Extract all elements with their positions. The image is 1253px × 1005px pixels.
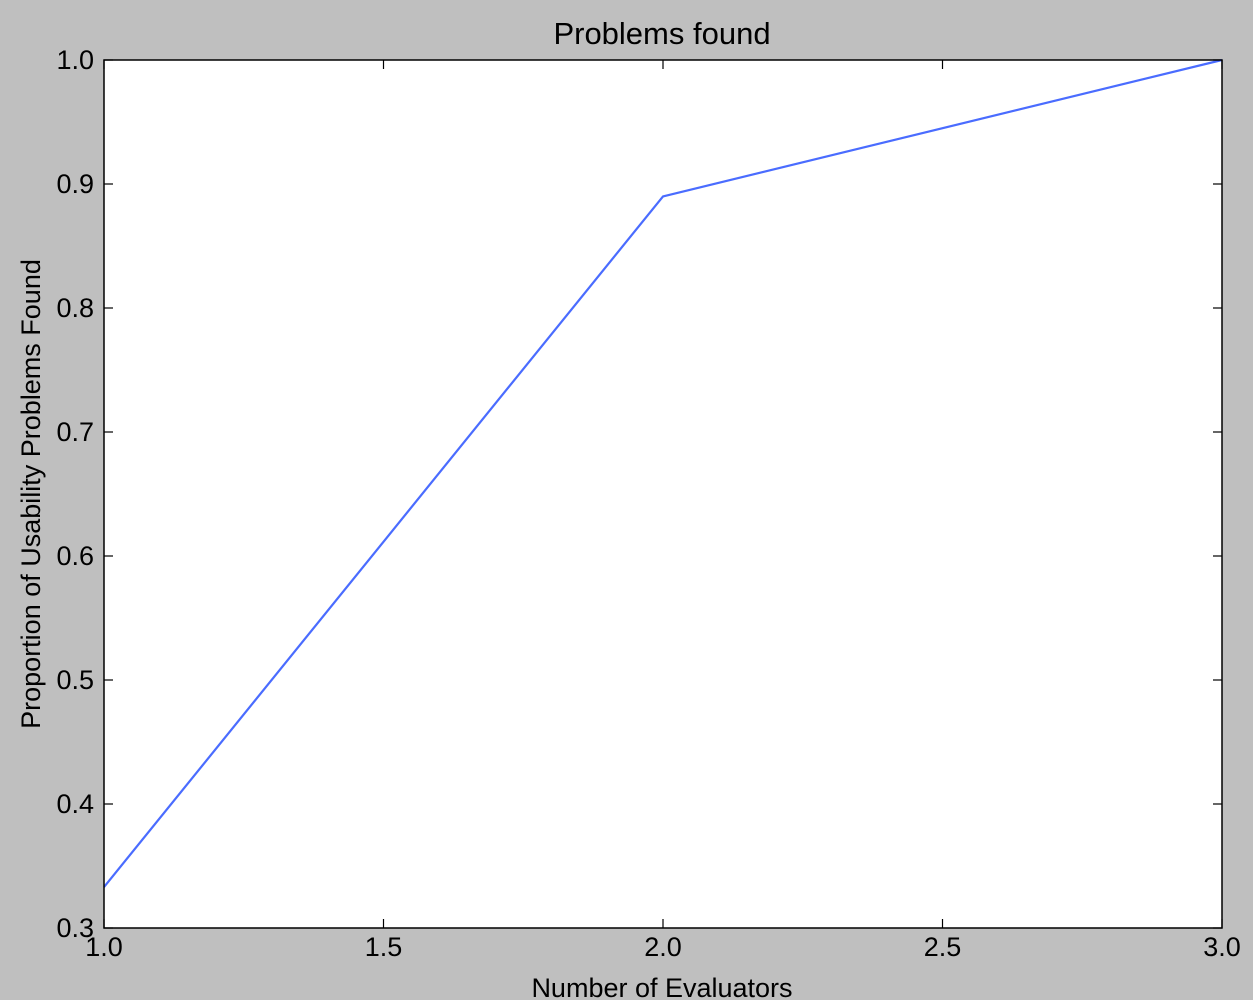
plot-frame	[103, 59, 1223, 929]
x-tick-label: 1.5	[365, 932, 403, 962]
y-tick-label: 0.3	[56, 913, 94, 943]
y-axis-label: Proportion of Usability Problems Found	[16, 259, 46, 729]
series-layer	[103, 58, 1223, 888]
chart-title: Problems found	[553, 16, 770, 51]
y-tick-label: 0.4	[56, 789, 94, 819]
y-tick-label: 0.5	[56, 665, 94, 695]
y-tick-label: 0.7	[56, 417, 94, 447]
y-tick-label: 0.9	[56, 169, 94, 199]
x-axis-label: Number of Evaluators	[531, 973, 792, 1000]
y-tick-label: 1.0	[56, 45, 94, 75]
plot-area	[104, 60, 1222, 928]
y-tick-label: 0.6	[56, 541, 94, 571]
ticks-layer: 1.0 1.5 2.0 2.5 3.0 0.3 0.4 0.5 0.6 0.7 0.8 0.9 1.0	[56, 45, 1240, 962]
x-tick-label: 2.5	[924, 932, 962, 962]
series-line	[103, 58, 1223, 888]
y-tick-label: 0.8	[56, 293, 94, 323]
x-tick-label: 2.0	[644, 932, 682, 962]
x-tick-label: 1.0	[85, 932, 123, 962]
x-tick-label: 3.0	[1203, 932, 1241, 962]
